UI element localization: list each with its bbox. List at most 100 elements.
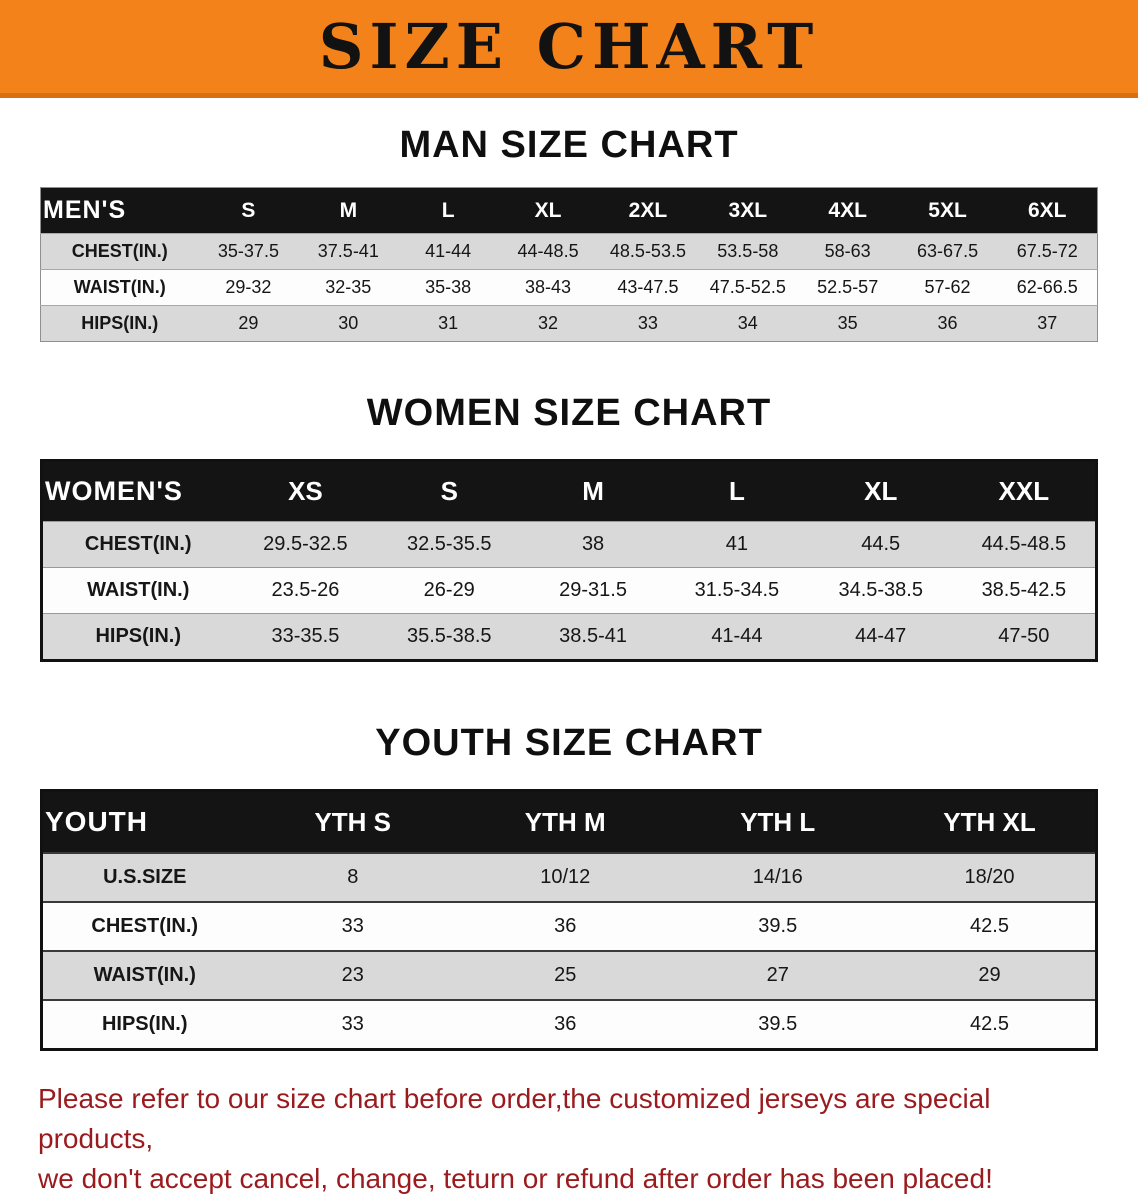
size-column-header: 6XL [998,188,1098,234]
measurement-value: 35-37.5 [199,234,299,270]
measurement-label: WAIST(IN.) [41,270,199,306]
youth-section-title: YOUTH SIZE CHART [0,722,1138,765]
table-corner-label: YOUTH [42,791,247,854]
measurement-label: CHEST(IN.) [42,522,234,568]
measurement-label: WAIST(IN.) [42,568,234,614]
measurement-value: 62-66.5 [998,270,1098,306]
measurement-label: WAIST(IN.) [42,951,247,1000]
measurement-value: 29.5-32.5 [234,522,378,568]
measurement-value: 27 [672,951,885,1000]
measurement-value: 39.5 [672,1000,885,1050]
size-column-header: L [665,461,809,522]
size-column-header: YTH XL [884,791,1097,854]
measurement-value: 41-44 [665,614,809,661]
measurement-value: 23.5-26 [234,568,378,614]
measurement-value: 30 [298,306,398,342]
measurement-value: 41 [665,522,809,568]
measurement-value: 38-43 [498,270,598,306]
size-column-header: XL [498,188,598,234]
measurement-value: 31.5-34.5 [665,568,809,614]
measurement-value: 67.5-72 [998,234,1098,270]
size-column-header: S [199,188,299,234]
measurement-value: 18/20 [884,853,1097,902]
size-column-header: YTH S [247,791,460,854]
size-column-header: 5XL [898,188,998,234]
measurement-value: 29 [199,306,299,342]
disclaimer-line-2: we don't accept cancel, change, teturn o… [38,1159,1100,1198]
measurement-value: 29 [884,951,1097,1000]
measurement-value: 44.5 [809,522,953,568]
size-column-header: YTH M [459,791,672,854]
table-corner-label: MEN'S [41,188,199,234]
measurement-value: 39.5 [672,902,885,951]
banner: SIZE CHART [0,0,1138,98]
size-column-header: XS [234,461,378,522]
measurement-value: 52.5-57 [798,270,898,306]
measurement-label: HIPS(IN.) [41,306,199,342]
measurement-label: HIPS(IN.) [42,614,234,661]
size-column-header: 2XL [598,188,698,234]
measurement-value: 31 [398,306,498,342]
measurement-value: 37.5-41 [298,234,398,270]
size-column-header: XXL [953,461,1097,522]
measurement-label: HIPS(IN.) [42,1000,247,1050]
size-column-header: L [398,188,498,234]
measurement-value: 41-44 [398,234,498,270]
measurement-value: 14/16 [672,853,885,902]
measurement-value: 44.5-48.5 [953,522,1097,568]
measurement-value: 34 [698,306,798,342]
size-column-header: 3XL [698,188,798,234]
measurement-value: 43-47.5 [598,270,698,306]
measurement-value: 37 [998,306,1098,342]
man-section-title: MAN SIZE CHART [0,124,1138,167]
measurement-value: 48.5-53.5 [598,234,698,270]
measurement-value: 25 [459,951,672,1000]
measurement-value: 23 [247,951,460,1000]
measurement-value: 47.5-52.5 [698,270,798,306]
measurement-value: 53.5-58 [698,234,798,270]
measurement-value: 35 [798,306,898,342]
measurement-value: 32 [498,306,598,342]
measurement-value: 33 [247,1000,460,1050]
measurement-value: 34.5-38.5 [809,568,953,614]
measurement-value: 44-47 [809,614,953,661]
measurement-value: 63-67.5 [898,234,998,270]
measurement-value: 33 [247,902,460,951]
measurement-value: 35-38 [398,270,498,306]
measurement-value: 36 [459,1000,672,1050]
size-column-header: M [298,188,398,234]
measurement-value: 10/12 [459,853,672,902]
disclaimer-line-1: Please refer to our size chart before or… [38,1079,1100,1159]
disclaimer: Please refer to our size chart before or… [38,1079,1100,1198]
page-title: SIZE CHART [319,10,819,83]
table-corner-label: WOMEN'S [42,461,234,522]
size-column-header: M [521,461,665,522]
measurement-value: 32-35 [298,270,398,306]
measurement-value: 58-63 [798,234,898,270]
measurement-value: 35.5-38.5 [377,614,521,661]
measurement-label: CHEST(IN.) [42,902,247,951]
measurement-value: 47-50 [953,614,1097,661]
measurement-value: 38.5-41 [521,614,665,661]
measurement-value: 26-29 [377,568,521,614]
measurement-value: 8 [247,853,460,902]
measurement-value: 36 [459,902,672,951]
measurement-value: 33-35.5 [234,614,378,661]
